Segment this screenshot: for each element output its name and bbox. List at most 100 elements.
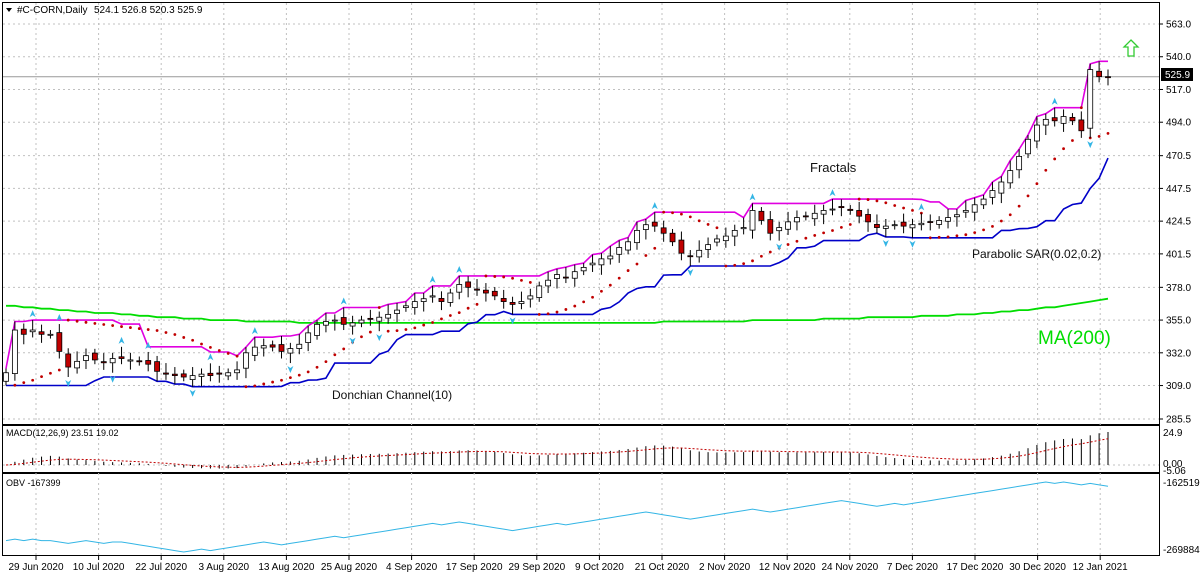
sar-dot	[475, 302, 479, 306]
candle-body	[545, 279, 552, 287]
fractal-up-mark	[207, 353, 214, 361]
candle-body	[660, 227, 667, 234]
candle-body	[865, 214, 871, 223]
candle-body	[358, 319, 365, 324]
sar-dot	[413, 326, 417, 330]
fractal-down-mark	[349, 337, 356, 345]
candle-body	[83, 355, 89, 361]
sar-dot	[404, 328, 408, 331]
sar-dot	[40, 375, 43, 379]
candle-body	[198, 373, 205, 377]
obv-label: OBV -167399	[6, 478, 61, 488]
sar-dot	[1071, 139, 1074, 142]
candle-body	[589, 262, 596, 266]
sar-dot	[395, 329, 399, 333]
candle-body	[491, 290, 498, 297]
date-tick-label: 29 Sep 2020	[508, 562, 565, 573]
candle-body	[678, 239, 685, 254]
date-axis: 29 Jun 2020 10 Jul 2020 22 Jul 2020 3 Aug 2…	[8, 556, 1128, 573]
candle-body	[785, 221, 791, 230]
candle-body	[136, 360, 143, 363]
obv	[5, 481, 1109, 553]
sar-dot	[528, 281, 532, 284]
candle-body	[625, 241, 631, 251]
sar-dot	[333, 353, 337, 357]
up-arrow-icon	[1122, 39, 1140, 57]
sar-dot	[973, 231, 977, 235]
sar-dot	[831, 229, 834, 232]
candle-body	[411, 301, 418, 308]
sar-dot	[635, 262, 639, 266]
macd-label: MACD(12,26,9) 23.51 19.02	[6, 428, 119, 438]
sar-dot	[457, 311, 461, 314]
sar-dot	[324, 360, 328, 363]
candle-body	[180, 373, 187, 378]
sar-dot	[573, 304, 577, 308]
candle-body	[429, 295, 436, 298]
candle-body	[1087, 69, 1094, 129]
candle-body	[936, 220, 943, 225]
ma-annotation: MA(200)	[1038, 328, 1111, 349]
candle-body	[607, 255, 614, 260]
sar-dot	[502, 275, 506, 279]
candle-body	[767, 219, 774, 234]
sar-dot	[671, 211, 674, 215]
date-tick-label: 22 Jul 2020	[135, 562, 187, 573]
candle-body	[580, 267, 587, 272]
date-tick-label: 24 Nov 2020	[821, 562, 878, 573]
sar-dot	[1106, 131, 1110, 135]
sar-dot	[360, 335, 363, 339]
candle-body	[980, 198, 987, 206]
sar-dot	[520, 278, 523, 282]
fractal-down-mark	[687, 268, 694, 276]
candle-body	[483, 289, 489, 294]
fractal-up-mark	[251, 327, 258, 335]
price-tick-label: 309.0	[1166, 381, 1191, 392]
date-tick-label: 10 Jul 2020	[73, 562, 125, 573]
candle-body	[91, 352, 98, 361]
price-tick-label: 494.0	[1166, 118, 1191, 129]
last-price-label: 525.9	[1165, 70, 1190, 81]
sar-dot	[49, 371, 52, 375]
sar-dot	[893, 204, 897, 207]
sar-dot	[742, 262, 746, 265]
sar-dot	[111, 324, 115, 327]
sar-dot	[1008, 213, 1012, 217]
sar-dot	[546, 312, 550, 316]
sar-dot	[866, 198, 870, 201]
candle-body	[456, 284, 463, 293]
macd-tick-top: 24.9	[1163, 428, 1183, 439]
candle-body	[856, 210, 863, 217]
fractal-down-mark	[882, 239, 889, 247]
price-tick-label: 540.0	[1166, 52, 1191, 63]
sar-dot	[493, 275, 497, 278]
candle-body	[1042, 118, 1049, 126]
candle-body	[927, 221, 934, 223]
candle-body	[749, 210, 756, 231]
sar-dot	[964, 233, 968, 237]
sar-dot	[484, 274, 488, 278]
sar-dot	[57, 368, 61, 372]
sar-dot	[244, 385, 248, 389]
sar-dot	[288, 376, 292, 380]
date-tick-label: 4 Sep 2020	[386, 562, 438, 573]
dropdown-triangle-icon[interactable]	[6, 8, 12, 12]
candle-body	[403, 305, 409, 308]
sar-dot	[813, 234, 817, 237]
sar-dot	[999, 219, 1003, 223]
sar-dot	[120, 325, 123, 328]
sar-dot	[591, 295, 594, 299]
sar-dot	[600, 289, 603, 293]
candle-body	[331, 319, 338, 322]
date-tick-label: 30 Dec 2020	[1009, 562, 1066, 573]
candle-body	[651, 221, 658, 227]
parabolic-sar	[13, 106, 1110, 389]
candle-body	[971, 204, 978, 213]
sar-dot	[1053, 157, 1057, 161]
sar-dot	[928, 236, 932, 240]
sar-dot	[1079, 106, 1083, 110]
donchian-lower	[6, 157, 1109, 388]
candle-body	[314, 323, 320, 336]
sar-dot	[919, 211, 923, 215]
date-tick-label: 13 Aug 2020	[258, 562, 315, 573]
